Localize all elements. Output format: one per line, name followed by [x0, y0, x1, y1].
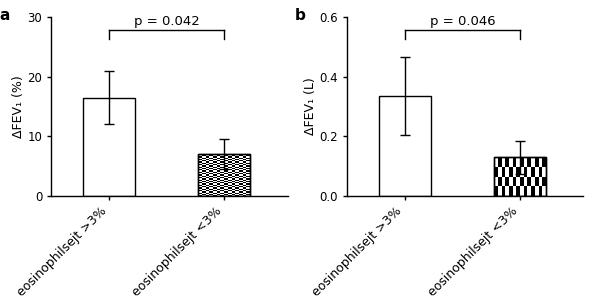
- Bar: [498, 157, 501, 167]
- Bar: [198, 154, 250, 196]
- Bar: [494, 157, 546, 196]
- Bar: [535, 177, 538, 186]
- Text: b: b: [295, 8, 306, 23]
- Bar: [542, 177, 546, 186]
- Text: a: a: [0, 8, 9, 23]
- Bar: [527, 157, 531, 167]
- Bar: [498, 177, 501, 186]
- Bar: [535, 157, 538, 167]
- Bar: [379, 96, 431, 196]
- Bar: [517, 186, 520, 196]
- Bar: [494, 157, 546, 196]
- Bar: [494, 186, 498, 196]
- Bar: [531, 186, 535, 196]
- Bar: [509, 167, 512, 177]
- Bar: [531, 167, 535, 177]
- Bar: [524, 167, 527, 177]
- Bar: [494, 167, 498, 177]
- Bar: [527, 177, 531, 186]
- Bar: [520, 157, 524, 167]
- Text: p = 0.042: p = 0.042: [134, 15, 199, 28]
- Bar: [512, 177, 517, 186]
- Bar: [538, 186, 542, 196]
- Bar: [83, 98, 135, 196]
- Y-axis label: ΔFEV₁ (L): ΔFEV₁ (L): [304, 78, 317, 135]
- Bar: [501, 167, 505, 177]
- Bar: [520, 177, 524, 186]
- Bar: [512, 157, 517, 167]
- Bar: [505, 157, 509, 167]
- Text: p = 0.046: p = 0.046: [429, 15, 495, 28]
- Bar: [501, 186, 505, 196]
- Bar: [542, 157, 546, 167]
- Bar: [198, 154, 250, 196]
- Bar: [517, 167, 520, 177]
- Bar: [538, 167, 542, 177]
- Bar: [505, 177, 509, 186]
- Y-axis label: ΔFEV₁ (%): ΔFEV₁ (%): [12, 75, 25, 138]
- Bar: [509, 186, 512, 196]
- Bar: [524, 186, 527, 196]
